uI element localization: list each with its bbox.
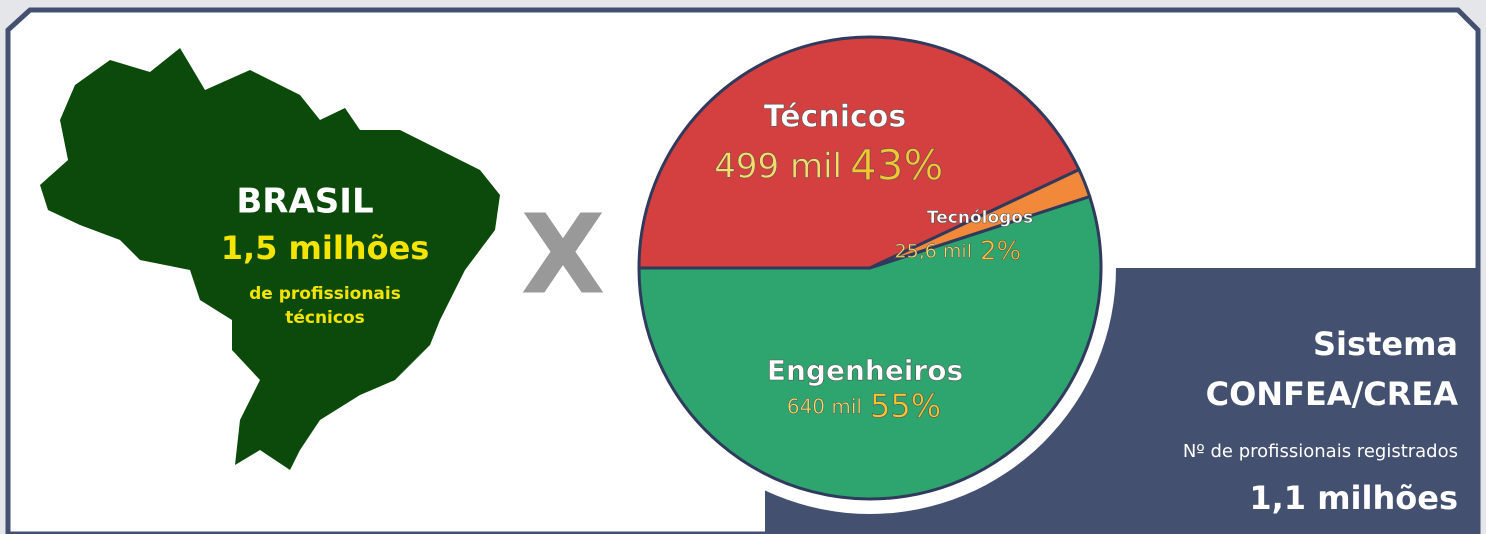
panel-title: Sistema — [1313, 325, 1458, 363]
slice-name: Tecnólogos — [927, 208, 1033, 228]
map-title: BRASIL — [236, 182, 373, 222]
slice-percent: 2% — [980, 237, 1021, 267]
map-caption: técnicos — [285, 308, 365, 328]
brazil-map — [40, 48, 500, 470]
pie-slice — [637, 194, 1103, 501]
slice-amount: 640 mil — [787, 395, 862, 419]
pie-slice — [637, 35, 1082, 270]
slice-percent: 55% — [870, 387, 941, 425]
slice-amount: 499 mil — [714, 147, 842, 187]
slice-name: Técnicos — [764, 100, 907, 135]
map-caption: de profissionais — [249, 284, 401, 304]
panel-value: 1,1 milhões — [1249, 479, 1458, 517]
panel-subtitle: Nº de profissionais registrados — [1183, 441, 1458, 462]
slice-percent: 43% — [850, 141, 943, 190]
panel-title: CONFEA/CREA — [1206, 375, 1459, 413]
map-value: 1,5 milhões — [221, 229, 430, 267]
separator: X — [521, 190, 606, 318]
slice-name: Engenheiros — [767, 354, 963, 387]
slice-amount: 25,6 mil — [895, 241, 972, 263]
